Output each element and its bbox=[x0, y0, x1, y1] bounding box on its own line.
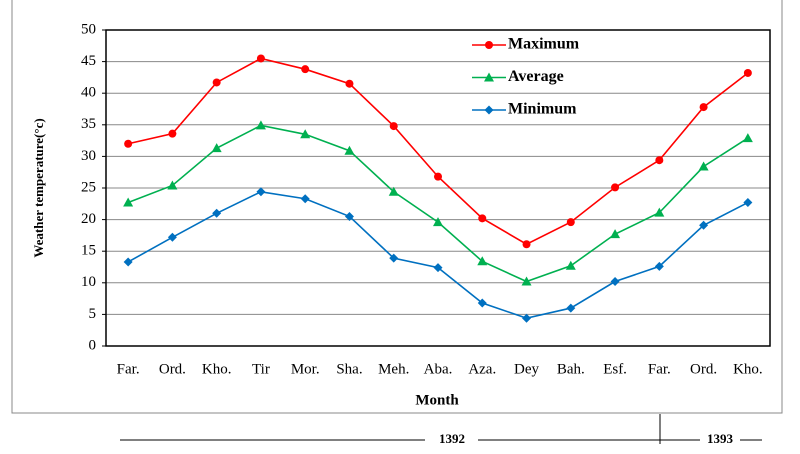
y-tick-label: 15 bbox=[81, 243, 96, 259]
y-tick-label: 35 bbox=[81, 116, 96, 132]
data-point bbox=[654, 261, 664, 271]
data-point bbox=[255, 120, 266, 130]
x-tick-label: Far. bbox=[117, 361, 140, 377]
data-point bbox=[124, 139, 133, 148]
y-tick-label: 0 bbox=[89, 337, 97, 353]
data-point bbox=[478, 214, 487, 223]
data-point bbox=[433, 263, 443, 273]
data-point bbox=[477, 298, 487, 308]
data-point bbox=[388, 186, 399, 196]
data-point bbox=[743, 68, 752, 77]
x-tick-label: Kho. bbox=[733, 361, 763, 377]
y-tick-label: 25 bbox=[81, 179, 96, 195]
y-tick-label: 10 bbox=[81, 274, 96, 290]
series-line bbox=[127, 190, 749, 320]
x-tick-label: Aza. bbox=[468, 361, 496, 377]
data-point bbox=[168, 129, 177, 138]
legend-label: Maximum bbox=[508, 36, 580, 53]
data-point bbox=[212, 78, 221, 87]
legend-marker bbox=[485, 41, 493, 49]
data-point bbox=[743, 198, 753, 208]
data-point bbox=[434, 172, 442, 181]
data-point bbox=[433, 217, 443, 227]
data-point bbox=[521, 276, 532, 286]
y-tick-label: 45 bbox=[81, 53, 96, 69]
legend-marker bbox=[484, 72, 494, 82]
y-axis-label: Weather temperature(°c) bbox=[31, 118, 46, 257]
data-point bbox=[654, 207, 665, 217]
annotation: 1393 bbox=[707, 431, 734, 446]
data-point bbox=[167, 180, 178, 190]
y-tick-label: 30 bbox=[81, 148, 96, 164]
x-tick-label: Aba. bbox=[424, 361, 453, 377]
data-point bbox=[301, 65, 310, 74]
data-point bbox=[389, 122, 398, 131]
data-point bbox=[565, 260, 576, 270]
series-line bbox=[127, 124, 749, 283]
x-tick-label: Bah. bbox=[557, 361, 585, 377]
x-tick-label: Kho. bbox=[202, 361, 232, 377]
data-point bbox=[699, 103, 708, 112]
data-point bbox=[389, 253, 399, 263]
legend-label: Minimum bbox=[508, 101, 577, 118]
x-tick-label: Dey bbox=[514, 361, 539, 377]
data-point bbox=[566, 218, 575, 227]
data-point bbox=[611, 183, 620, 192]
data-point bbox=[477, 256, 488, 266]
x-tick-label: Esf. bbox=[603, 361, 627, 377]
x-tick-label: Ord. bbox=[159, 361, 186, 377]
legend-label: Average bbox=[508, 68, 564, 85]
y-tick-label: 20 bbox=[81, 211, 96, 227]
x-tick-label: Far. bbox=[648, 361, 671, 377]
data-point bbox=[742, 133, 753, 143]
legend-marker bbox=[484, 105, 494, 115]
period-lines bbox=[120, 414, 762, 444]
data-point bbox=[256, 187, 266, 197]
data-point bbox=[211, 143, 222, 153]
data-point bbox=[167, 232, 177, 242]
x-tick-label: Tir bbox=[252, 361, 270, 377]
data-point bbox=[566, 303, 576, 313]
data-point bbox=[123, 197, 134, 207]
y-tick-label: 5 bbox=[89, 306, 97, 322]
data-point bbox=[300, 129, 311, 139]
y-tick-label: 40 bbox=[81, 85, 96, 101]
data-point bbox=[522, 313, 532, 323]
data-point bbox=[345, 79, 354, 88]
data-point bbox=[655, 156, 664, 165]
data-point bbox=[344, 145, 355, 155]
x-tick-label: Sha. bbox=[336, 361, 362, 377]
data-point bbox=[344, 211, 354, 221]
chart-frame bbox=[11, 0, 783, 414]
data-point bbox=[610, 277, 620, 287]
y-tick-label: 50 bbox=[81, 21, 96, 37]
data-point bbox=[123, 257, 133, 267]
data-point bbox=[698, 161, 709, 171]
x-tick-label: Meh. bbox=[378, 361, 409, 377]
data-point bbox=[699, 220, 709, 230]
data-point bbox=[300, 194, 310, 204]
x-tick-label: Ord. bbox=[690, 361, 717, 377]
data-point bbox=[212, 208, 222, 218]
data-point bbox=[256, 54, 265, 63]
data-point bbox=[522, 240, 531, 249]
annotation: 1392 bbox=[439, 431, 465, 446]
x-axis-label: Month bbox=[415, 392, 459, 408]
x-tick-label: Mor. bbox=[291, 361, 320, 377]
data-point bbox=[610, 229, 621, 239]
plot-border bbox=[105, 29, 771, 347]
